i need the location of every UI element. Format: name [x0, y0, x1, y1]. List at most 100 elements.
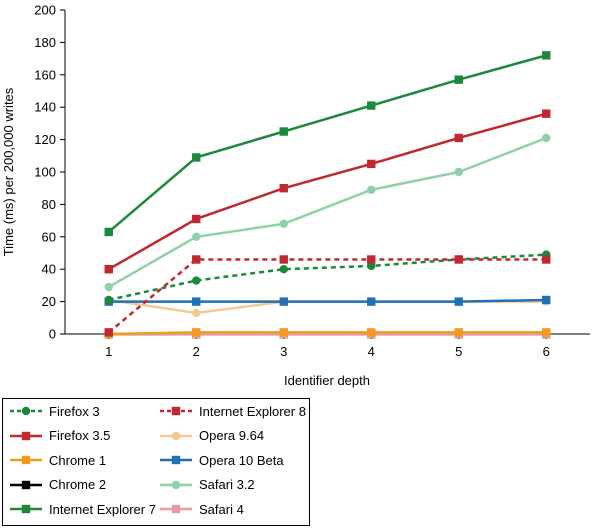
series-line-safari-3-2: [108, 136, 547, 289]
legend-label: Opera 9.64: [199, 428, 265, 443]
legend-swatch: [160, 504, 192, 514]
x-axis-ticks: 1 2 3 4 5 6: [105, 334, 550, 359]
data-point: [367, 328, 376, 337]
y-axis-ticks: 0 20 40 60 80 100 120 140 160 180 200: [34, 3, 65, 342]
data-point: [192, 214, 201, 224]
y-tick-label: 20: [42, 294, 56, 309]
data-point: [192, 308, 201, 318]
series-line-internet-explorer-8: [107, 258, 547, 334]
data-point: [279, 127, 288, 136]
y-tick-label: 100: [34, 165, 56, 180]
series-safari-3-2: [104, 133, 551, 292]
data-point: [454, 255, 463, 264]
y-tick-label: 160: [34, 67, 56, 82]
data-point: [454, 133, 463, 143]
series-line-chrome-1: [108, 331, 547, 336]
y-tick-label: 0: [49, 327, 56, 342]
data-point: [104, 265, 113, 274]
data-point: [104, 282, 113, 292]
y-tick-label: 60: [42, 229, 56, 244]
data-point: [279, 265, 288, 274]
legend-swatch: [10, 455, 42, 465]
x-tick-label: 1: [105, 344, 112, 359]
legend-item-chrome-1: Chrome 1: [9, 451, 106, 469]
data-point: [279, 184, 288, 193]
data-point: [542, 133, 551, 143]
legend-label: Chrome 2: [49, 477, 107, 492]
x-tick-label: 6: [543, 344, 550, 359]
legend-item-internet-explorer-8: Internet Explorer 8: [159, 402, 306, 420]
data-point: [279, 297, 288, 306]
data-point: [454, 297, 463, 306]
data-point: [279, 328, 288, 337]
series-line-firefox-3: [108, 253, 547, 302]
data-point: [279, 255, 288, 264]
y-tick-label: 80: [42, 197, 56, 212]
legend-swatch: [160, 455, 192, 465]
data-point: [104, 328, 113, 337]
series-line-opera-10-beta: [108, 298, 547, 303]
legend-label: Internet Explorer 7: [49, 501, 156, 517]
legend-label: Safari 4: [199, 501, 244, 517]
data-point: [192, 276, 201, 285]
chart-legend: Firefox 3 Internet Explorer 8 Firefox 3.5 O…: [2, 398, 310, 526]
series-chrome-1: [104, 328, 551, 339]
x-tick-label: 2: [193, 344, 200, 359]
data-point: [279, 219, 288, 229]
y-tick-label: 40: [42, 262, 56, 277]
series-opera-9-64: [104, 295, 551, 318]
data-point: [542, 328, 551, 337]
legend-label: Chrome 1: [49, 452, 107, 468]
legend-label: Internet Explorer 8: [199, 403, 306, 419]
data-point: [367, 185, 376, 195]
data-point: [104, 227, 113, 237]
legend-item-chrome-2: Chrome 2: [9, 476, 106, 494]
series-firefox-3-5: [104, 109, 551, 274]
legend-item-firefox-3-5: Firefox 3.5: [9, 427, 110, 445]
data-point: [192, 328, 201, 337]
data-point: [454, 167, 463, 177]
data-point: [192, 297, 201, 306]
data-point: [367, 159, 376, 169]
x-tick-label: 4: [368, 344, 375, 359]
legend-swatch: [10, 504, 42, 514]
series-layer: [104, 51, 551, 339]
y-tick-label: 180: [34, 35, 56, 50]
data-point: [367, 261, 376, 271]
data-point: [542, 51, 551, 60]
series-internet-explorer-7: [104, 51, 551, 237]
legend-item-firefox-3: Firefox 3: [9, 402, 100, 420]
data-point: [454, 328, 463, 337]
x-tick-label: 3: [280, 344, 287, 359]
legend-label: Safari 3.2: [199, 477, 255, 492]
data-point: [542, 109, 551, 118]
x-axis-label: Identifier depth: [284, 373, 370, 388]
data-point: [104, 295, 113, 305]
legend-swatch: [10, 406, 42, 416]
data-point: [192, 153, 201, 162]
legend-label: Firefox 3.5: [49, 428, 111, 443]
y-tick-label: 200: [34, 3, 56, 18]
data-point: [367, 297, 376, 306]
y-tick-label: 140: [34, 100, 56, 115]
series-line-internet-explorer-7: [107, 54, 547, 233]
legend-swatch: [160, 480, 192, 489]
legend-item-internet-explorer-7: Internet Explorer 7: [9, 500, 156, 518]
data-point: [192, 232, 201, 241]
y-axis-label: Time (ms) per 200,000 writes: [1, 87, 16, 256]
data-point: [367, 255, 376, 264]
x-tick-label: 5: [455, 344, 462, 359]
data-point: [367, 101, 376, 110]
line-chart: 0 20 40 60 80 100 120 140 160 180 200 1 2 3 4 5 6 Time …: [1, 3, 590, 388]
series-internet-explorer-8: [104, 255, 551, 337]
legend-swatch: [160, 406, 192, 416]
legend-item-opera-9-64: Opera 9.64: [159, 427, 264, 445]
data-point: [192, 255, 201, 264]
legend-item-opera-10-beta: Opera 10 Beta: [159, 451, 284, 469]
data-point: [542, 255, 551, 264]
legend-item-safari-3-2: Safari 3.2: [159, 476, 255, 494]
legend-item-safari-4: Safari 4: [159, 500, 244, 518]
legend-swatch: [10, 480, 42, 489]
legend-swatch: [160, 431, 192, 440]
series-opera-10-beta: [104, 295, 551, 306]
